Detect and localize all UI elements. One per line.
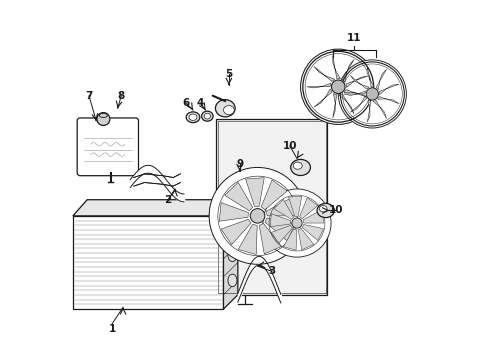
Circle shape xyxy=(338,60,406,128)
Polygon shape xyxy=(368,100,371,122)
Polygon shape xyxy=(299,198,318,219)
Polygon shape xyxy=(270,214,291,227)
Polygon shape xyxy=(373,100,387,119)
Ellipse shape xyxy=(216,100,235,117)
Text: 6: 6 xyxy=(182,98,190,108)
Polygon shape xyxy=(307,83,331,88)
Circle shape xyxy=(97,113,110,126)
Ellipse shape xyxy=(189,114,197,121)
Text: 5: 5 xyxy=(225,69,232,79)
Polygon shape xyxy=(343,59,354,82)
Text: 10: 10 xyxy=(329,206,343,216)
Polygon shape xyxy=(274,199,294,220)
Ellipse shape xyxy=(291,159,311,176)
Ellipse shape xyxy=(293,162,302,169)
Polygon shape xyxy=(238,224,257,255)
Ellipse shape xyxy=(228,231,237,244)
Polygon shape xyxy=(346,76,368,87)
Polygon shape xyxy=(216,119,327,295)
Polygon shape xyxy=(302,224,324,240)
Ellipse shape xyxy=(204,113,211,119)
Ellipse shape xyxy=(223,105,234,114)
Polygon shape xyxy=(350,76,369,89)
Polygon shape xyxy=(219,203,248,221)
Text: 2: 2 xyxy=(164,195,171,205)
Polygon shape xyxy=(225,182,253,211)
Polygon shape xyxy=(378,96,399,104)
Text: 4: 4 xyxy=(196,98,204,108)
Polygon shape xyxy=(344,90,368,98)
Polygon shape xyxy=(333,55,341,79)
Text: 3: 3 xyxy=(268,266,275,276)
Polygon shape xyxy=(339,94,354,114)
Circle shape xyxy=(250,208,265,223)
Circle shape xyxy=(366,88,378,100)
Ellipse shape xyxy=(228,249,237,262)
Ellipse shape xyxy=(317,203,334,217)
Polygon shape xyxy=(314,89,332,107)
Polygon shape xyxy=(298,228,314,250)
Circle shape xyxy=(209,167,306,264)
Polygon shape xyxy=(289,196,302,217)
Polygon shape xyxy=(333,94,337,118)
Circle shape xyxy=(331,80,345,94)
Ellipse shape xyxy=(99,113,107,118)
Text: 10: 10 xyxy=(283,141,297,151)
Polygon shape xyxy=(223,200,238,309)
Circle shape xyxy=(300,49,376,125)
FancyBboxPatch shape xyxy=(77,118,139,176)
Polygon shape xyxy=(73,216,223,309)
Text: 11: 11 xyxy=(347,33,362,43)
Polygon shape xyxy=(221,219,251,245)
Polygon shape xyxy=(350,96,367,112)
Polygon shape xyxy=(376,69,387,90)
Polygon shape xyxy=(379,84,399,95)
Text: 9: 9 xyxy=(236,159,243,169)
Polygon shape xyxy=(271,225,293,243)
Text: 7: 7 xyxy=(85,91,93,101)
Polygon shape xyxy=(259,224,281,254)
Text: 8: 8 xyxy=(118,91,125,101)
Polygon shape xyxy=(367,66,374,87)
Polygon shape xyxy=(314,67,335,81)
Circle shape xyxy=(263,189,331,257)
Polygon shape xyxy=(266,198,296,216)
Polygon shape xyxy=(283,229,297,250)
Polygon shape xyxy=(265,218,295,241)
Text: 1: 1 xyxy=(109,324,116,334)
Polygon shape xyxy=(343,91,366,95)
Circle shape xyxy=(292,218,302,228)
Polygon shape xyxy=(303,210,324,223)
Ellipse shape xyxy=(201,111,213,121)
Ellipse shape xyxy=(228,274,237,287)
Ellipse shape xyxy=(319,206,327,212)
Polygon shape xyxy=(245,178,264,207)
Polygon shape xyxy=(73,200,238,216)
Ellipse shape xyxy=(186,112,200,123)
Polygon shape xyxy=(261,180,287,210)
